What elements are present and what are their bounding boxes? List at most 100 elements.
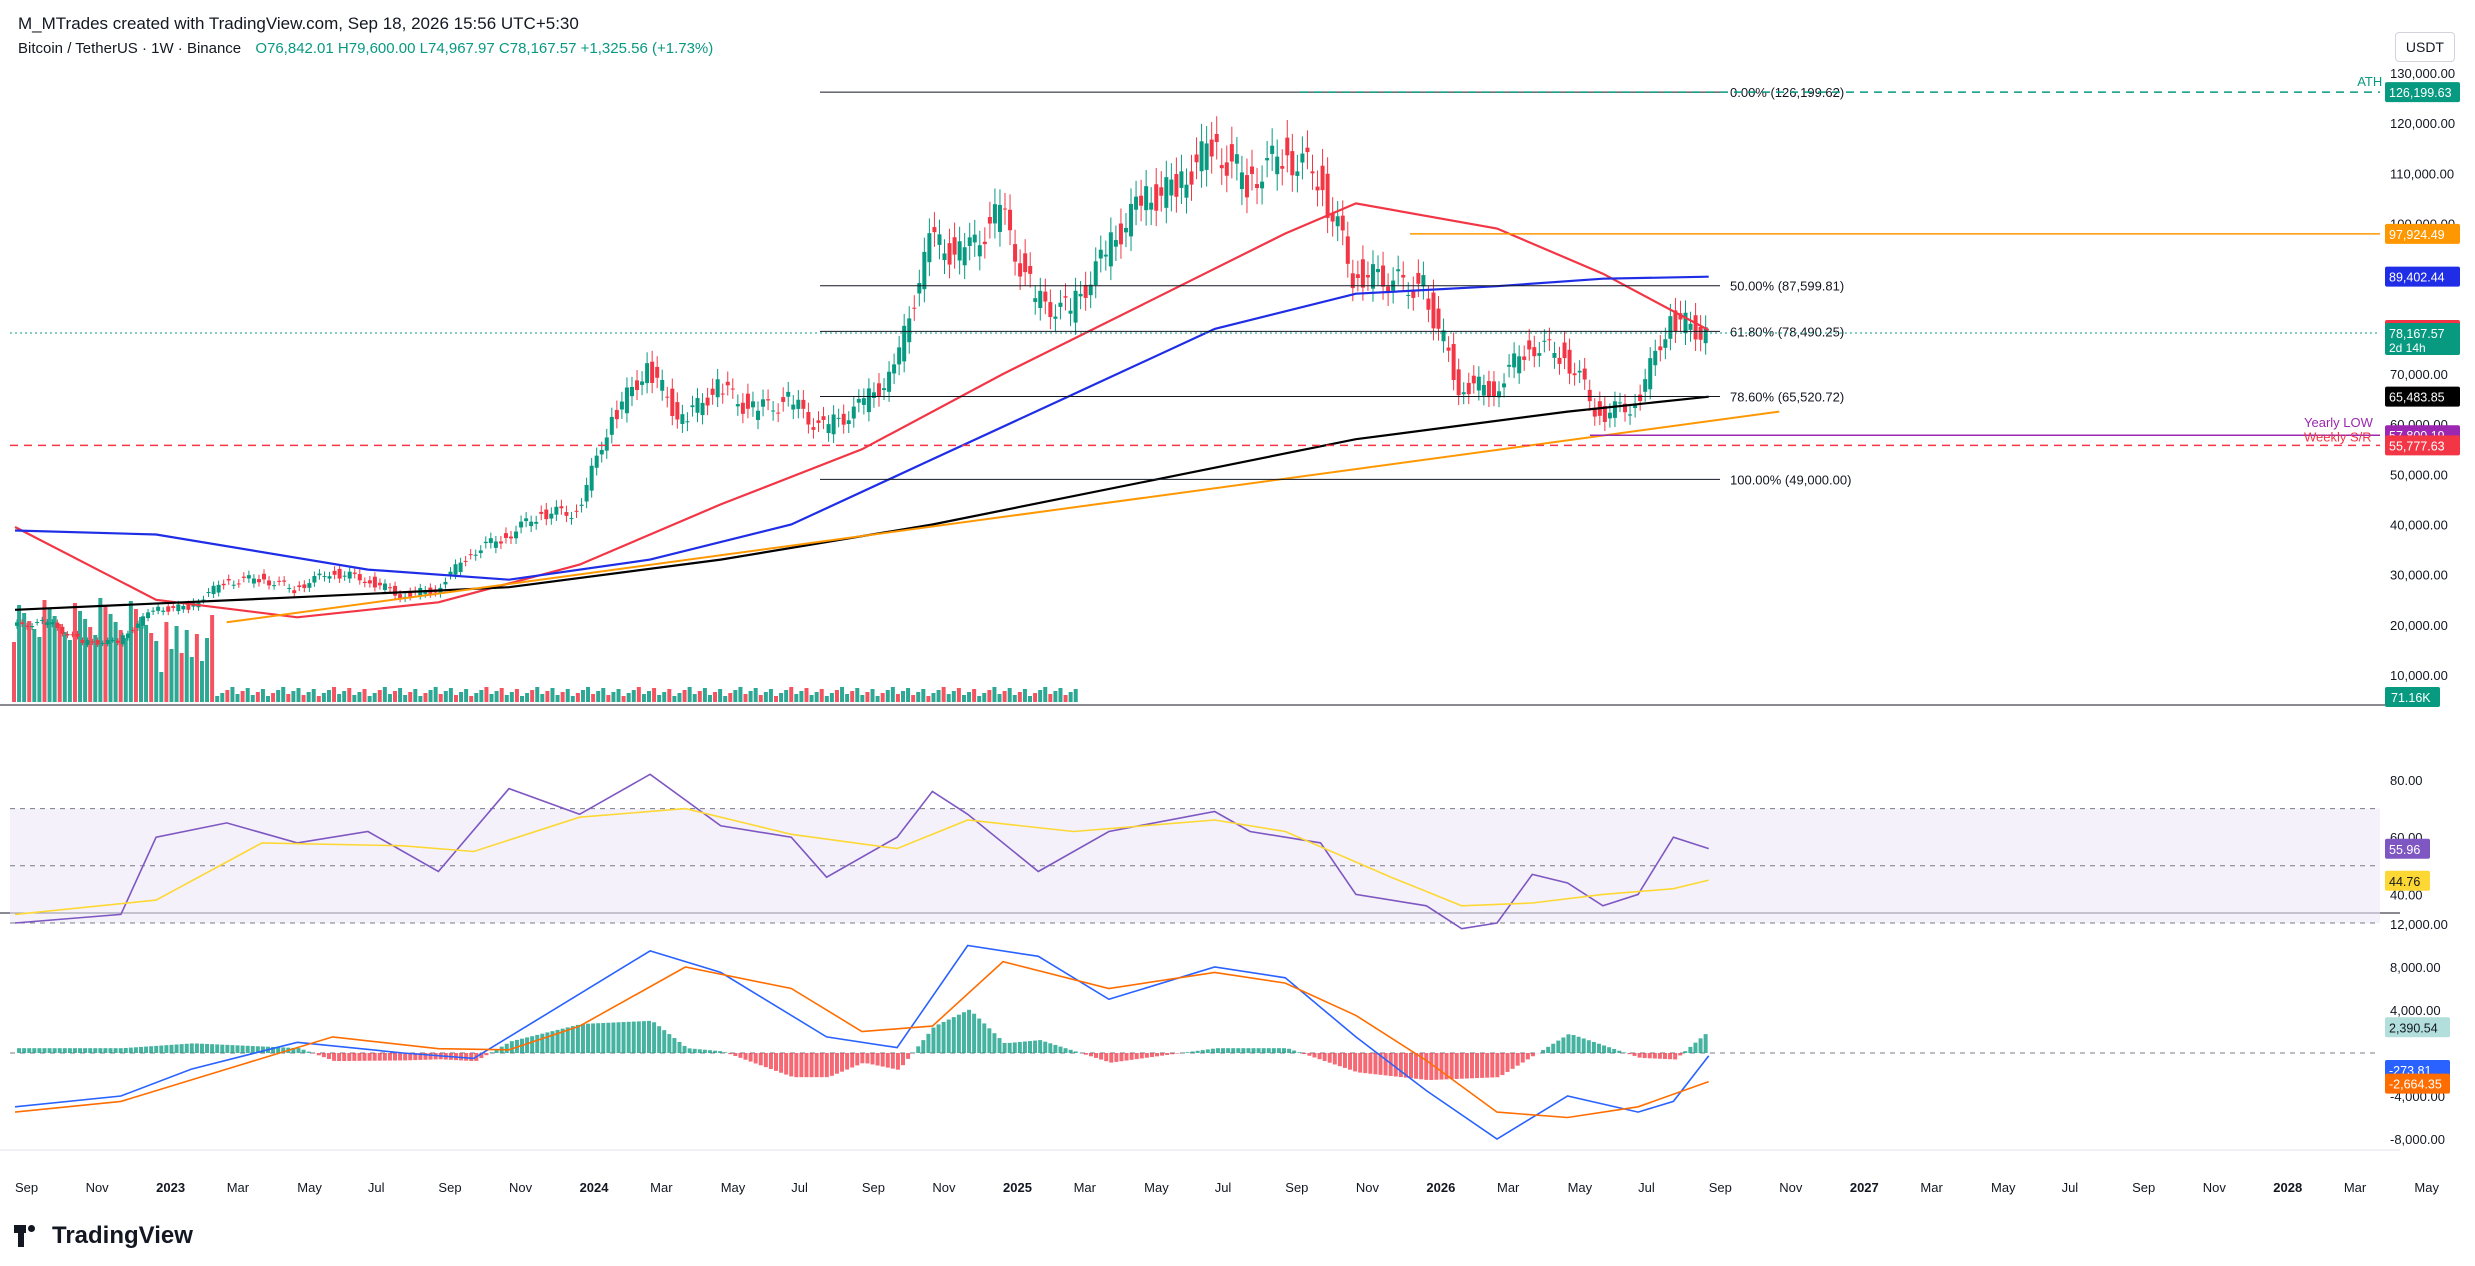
time-axis-label: May [1991,1180,2016,1195]
volume-bar [306,692,311,702]
macd-histogram-bar [616,1022,621,1053]
macd-histogram-bar [586,1023,591,1053]
macd-histogram-bar [418,1053,423,1060]
candle [307,583,312,588]
candle [65,633,70,636]
axis-price-tag [2385,323,2460,356]
candle [473,554,478,556]
candle [267,580,272,586]
axis-price-tag [2385,82,2460,103]
candle [211,585,216,595]
candle [1028,265,1033,274]
macd-histogram-bar [1129,1053,1134,1060]
macd-histogram-bar [1221,1048,1226,1053]
volume-bar [62,632,67,702]
candle [1562,342,1567,359]
candle [569,518,574,520]
volume-bar [403,695,408,702]
macd-histogram-bar [408,1053,413,1061]
volume-bar [301,695,306,702]
macd-histogram-bar [1043,1041,1048,1053]
volume-bar [27,621,32,702]
candle [972,234,977,243]
volume-bar [845,694,850,702]
macd-histogram-bar [47,1048,52,1053]
volume-bar [545,691,550,702]
axis-price-tag-text: 97,924.49 [2389,228,2445,242]
volume-bar [12,642,16,702]
macd-histogram-bar [1337,1053,1342,1067]
currency-badge[interactable]: USDT [2394,32,2455,62]
candle [1144,186,1149,211]
macd-histogram-bar [738,1053,743,1058]
candle [236,583,241,585]
macd-histogram-bar [93,1048,98,1053]
volume-bar [809,695,814,702]
candle [393,585,398,596]
macd-histogram-bar [1459,1053,1464,1079]
candle [640,381,645,385]
macd-histogram-bar [1373,1053,1378,1075]
candle [201,599,206,601]
volume-bar [616,689,621,702]
macd-histogram-bar [525,1037,530,1053]
candle [892,364,897,374]
candle [327,576,332,579]
macd-histogram-bar [530,1036,535,1053]
macd-histogram-bar [1622,1052,1627,1053]
macd-histogram-bar [362,1053,367,1061]
volume-bar [596,691,601,702]
candle [957,241,962,261]
candle [544,509,549,520]
candle [1184,184,1189,198]
candle [1592,407,1597,417]
volume-bar [763,692,768,702]
macd-histogram-bar [662,1030,667,1053]
volume-bar [133,609,138,702]
candle [1093,261,1098,286]
macd-histogram-bar [565,1027,570,1053]
volume-bar [530,690,535,702]
volume-bar [702,688,707,702]
macd-histogram-bar [997,1038,1002,1053]
candle [1083,284,1088,298]
volume-bar [352,695,357,702]
volume-bar [570,696,575,702]
candle [161,610,166,612]
macd-tick-label: 8,000.00 [2390,960,2441,975]
volume-bar [718,689,723,702]
fib-level-label: 100.00% (49,000.00) [1730,472,1851,487]
ohlc-open: O76,842.01 [255,40,334,57]
candle [574,510,579,512]
candle [917,282,922,294]
macd-histogram-bar [936,1024,941,1053]
candle [1003,208,1007,210]
candle [700,402,705,416]
macd-histogram-bar [1546,1046,1551,1053]
candle [1623,403,1628,413]
countdown-label: 2d 14h [2389,341,2426,355]
candle [1164,177,1169,208]
candle [1073,290,1078,323]
volume-bar [342,691,347,702]
macd-histogram-bar [260,1046,265,1053]
macd-histogram-bar [728,1053,733,1055]
fib-level-label: 0.00% (126,199.62) [1730,85,1844,100]
macd-histogram-bar [1139,1053,1144,1059]
macd-histogram-bar [42,1048,47,1053]
volume-bar [682,690,687,702]
macd-histogram-bar [1083,1053,1088,1055]
volume-bar [210,615,215,702]
candle [1058,302,1063,307]
candle [1431,292,1436,329]
macd-histogram-bar [1525,1053,1530,1060]
macd-histogram-bar [1510,1053,1515,1069]
macd-histogram-bar [509,1041,514,1053]
candle [675,402,680,420]
candle [367,580,372,584]
candle [1401,274,1406,278]
candle [1275,156,1280,175]
candle [539,511,544,514]
volume-bar [641,694,646,702]
